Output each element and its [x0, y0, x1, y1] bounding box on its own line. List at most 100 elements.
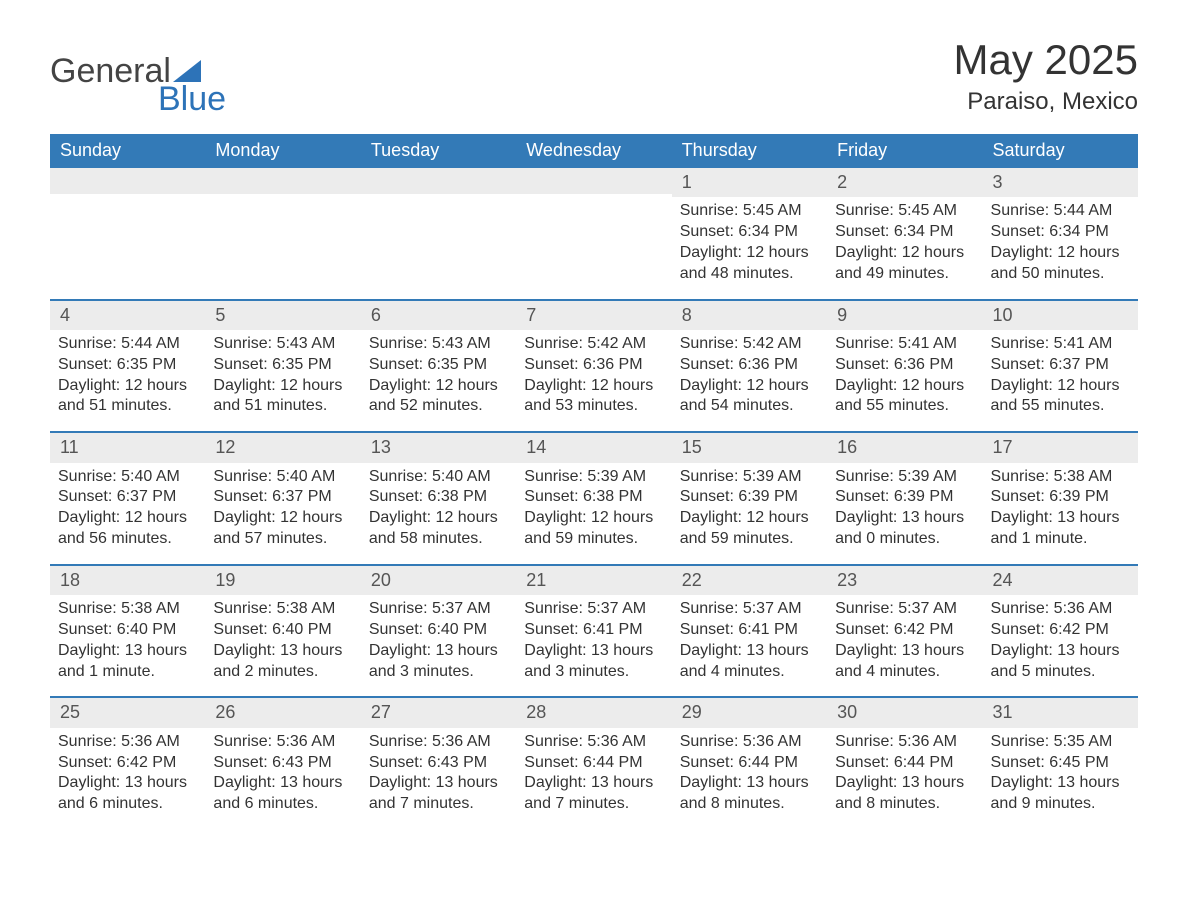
daylight-line: Daylight: 13 hours: [680, 641, 819, 662]
daylight-line: and 4 minutes.: [680, 662, 819, 683]
sunrise-line: Sunrise: 5:42 AM: [680, 334, 819, 355]
daylight-line: and 51 minutes.: [58, 396, 197, 417]
day-cell: 15Sunrise: 5:39 AMSunset: 6:39 PMDayligh…: [672, 433, 827, 564]
day-number: 3: [983, 168, 1138, 197]
daylight-line: and 52 minutes.: [369, 396, 508, 417]
sunset-line: Sunset: 6:42 PM: [835, 620, 974, 641]
sunset-line: Sunset: 6:40 PM: [213, 620, 352, 641]
sunrise-line: Sunrise: 5:40 AM: [213, 467, 352, 488]
day-cell: 1Sunrise: 5:45 AMSunset: 6:34 PMDaylight…: [672, 168, 827, 299]
daylight-line: and 48 minutes.: [680, 264, 819, 285]
sunrise-line: Sunrise: 5:45 AM: [835, 201, 974, 222]
sunrise-line: Sunrise: 5:38 AM: [58, 599, 197, 620]
day-number: 25: [50, 698, 205, 727]
sunset-line: Sunset: 6:35 PM: [58, 355, 197, 376]
daylight-line: Daylight: 13 hours: [213, 773, 352, 794]
sunrise-line: Sunrise: 5:37 AM: [369, 599, 508, 620]
daylight-line: Daylight: 12 hours: [524, 508, 663, 529]
day-cell: 4Sunrise: 5:44 AMSunset: 6:35 PMDaylight…: [50, 301, 205, 432]
daylight-line: Daylight: 12 hours: [524, 376, 663, 397]
day-cell: 29Sunrise: 5:36 AMSunset: 6:44 PMDayligh…: [672, 698, 827, 829]
daylight-line: Daylight: 13 hours: [524, 641, 663, 662]
day-number: 21: [516, 566, 671, 595]
sunset-line: Sunset: 6:38 PM: [524, 487, 663, 508]
sunrise-line: Sunrise: 5:44 AM: [58, 334, 197, 355]
sunset-line: Sunset: 6:34 PM: [835, 222, 974, 243]
week-row: 18 Sunrise: 5:38 AM Sunset: 6:40 PM Dayligh…: [50, 564, 1138, 697]
sunset-line: Sunset: 6:43 PM: [369, 753, 508, 774]
daylight-line: Daylight: 13 hours: [369, 641, 508, 662]
weeks-container: 1Sunrise: 5:45 AMSunset: 6:34 PMDaylight…: [50, 168, 1138, 829]
daylight-line: and 58 minutes.: [369, 529, 508, 550]
sunset-line: Sunset: 6:41 PM: [680, 620, 819, 641]
sunset-line: Sunset: 6:42 PM: [991, 620, 1130, 641]
sunset-line: Sunset: 6:34 PM: [991, 222, 1130, 243]
sunset-line: Sunset: 6:38 PM: [369, 487, 508, 508]
day-number: 11: [50, 433, 205, 462]
day-cell: 22Sunrise: 5:37 AMSunset: 6:41 PMDayligh…: [672, 566, 827, 697]
sunrise-line: Sunrise: 5:39 AM: [680, 467, 819, 488]
day-cell: 14Sunrise: 5:39 AMSunset: 6:38 PMDayligh…: [516, 433, 671, 564]
sunrise-line: Sunrise: 5:37 AM: [835, 599, 974, 620]
day-cell: 6Sunrise: 5:43 AMSunset: 6:35 PMDaylight…: [361, 301, 516, 432]
day-cell: 10Sunrise: 5:41 AMSunset: 6:37 PMDayligh…: [983, 301, 1138, 432]
sunrise-line: Sunrise: 5:36 AM: [369, 732, 508, 753]
sunset-line: Sunset: 6:37 PM: [213, 487, 352, 508]
daylight-line: Daylight: 12 hours: [680, 376, 819, 397]
daylight-line: and 6 minutes.: [58, 794, 197, 815]
daylight-line: Daylight: 13 hours: [58, 641, 197, 662]
week-row: 11Sunrise: 5:40 AMSunset: 6:37 PMDayligh…: [50, 431, 1138, 564]
sunrise-line: Sunrise: 5:40 AM: [369, 467, 508, 488]
day-cell: [205, 168, 360, 299]
week-row: 1Sunrise: 5:45 AMSunset: 6:34 PMDaylight…: [50, 168, 1138, 299]
day-number: 29: [672, 698, 827, 727]
daylight-line: and 7 minutes.: [524, 794, 663, 815]
day-number: 5: [205, 301, 360, 330]
day-number: 30: [827, 698, 982, 727]
daylight-line: and 57 minutes.: [213, 529, 352, 550]
sunset-line: Sunset: 6:37 PM: [58, 487, 197, 508]
daylight-line: and 6 minutes.: [213, 794, 352, 815]
daylight-line: and 0 minutes.: [835, 529, 974, 550]
daylight-line: Daylight: 12 hours: [58, 508, 197, 529]
day-cell: 19Sunrise: 5:38 AMSunset: 6:40 PMDayligh…: [205, 566, 360, 697]
daylight-line: and 3 minutes.: [524, 662, 663, 683]
day-cell: 25Sunrise: 5:36 AMSunset: 6:42 PMDayligh…: [50, 698, 205, 829]
daylight-line: and 49 minutes.: [835, 264, 974, 285]
sunrise-line: Sunrise: 5:39 AM: [835, 467, 974, 488]
sunrise-line: Sunrise: 5:45 AM: [680, 201, 819, 222]
daylight-line: Daylight: 12 hours: [680, 508, 819, 529]
daylight-line: and 7 minutes.: [369, 794, 508, 815]
weekday-header: Wednesday: [516, 134, 671, 168]
day-number: [361, 168, 516, 194]
day-number: 6: [361, 301, 516, 330]
sunset-line: Sunset: 6:35 PM: [369, 355, 508, 376]
day-cell: 28Sunrise: 5:36 AMSunset: 6:44 PMDayligh…: [516, 698, 671, 829]
day-number: 23: [827, 566, 982, 595]
daylight-line: Daylight: 12 hours: [369, 376, 508, 397]
day-cell: 24Sunrise: 5:36 AMSunset: 6:42 PMDayligh…: [983, 566, 1138, 697]
daylight-line: Daylight: 13 hours: [835, 641, 974, 662]
daylight-line: Daylight: 12 hours: [991, 243, 1130, 264]
day-cell: 17Sunrise: 5:38 AMSunset: 6:39 PMDayligh…: [983, 433, 1138, 564]
day-number: 26: [205, 698, 360, 727]
weekday-header-row: Sunday Monday Tuesday Wednesday Thursday…: [50, 134, 1138, 168]
daylight-line: Daylight: 12 hours: [835, 376, 974, 397]
day-cell: 2Sunrise: 5:45 AMSunset: 6:34 PMDaylight…: [827, 168, 982, 299]
daylight-line: and 51 minutes.: [213, 396, 352, 417]
sunset-line: Sunset: 6:36 PM: [680, 355, 819, 376]
daylight-line: Daylight: 12 hours: [213, 376, 352, 397]
day-number: 18: [50, 566, 205, 595]
day-cell: 11Sunrise: 5:40 AMSunset: 6:37 PMDayligh…: [50, 433, 205, 564]
daylight-line: Daylight: 13 hours: [991, 773, 1130, 794]
daylight-line: Daylight: 12 hours: [835, 243, 974, 264]
daylight-line: and 55 minutes.: [835, 396, 974, 417]
daylight-line: and 2 minutes.: [213, 662, 352, 683]
daylight-line: and 59 minutes.: [524, 529, 663, 550]
day-number: 8: [672, 301, 827, 330]
sunrise-line: Sunrise: 5:36 AM: [991, 599, 1130, 620]
daylight-line: Daylight: 13 hours: [991, 641, 1130, 662]
sunrise-line: Sunrise: 5:38 AM: [991, 467, 1130, 488]
daylight-line: and 55 minutes.: [991, 396, 1130, 417]
sunset-line: Sunset: 6:41 PM: [524, 620, 663, 641]
